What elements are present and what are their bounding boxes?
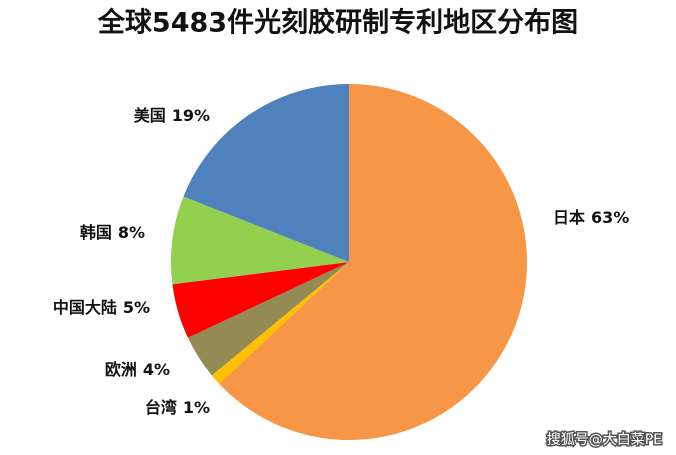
value-label: 4% — [143, 360, 170, 379]
value-label: 8% — [118, 223, 145, 242]
watermark: 搜狐号@大白菜PE — [547, 432, 662, 448]
value-label: 63% — [591, 208, 629, 227]
slice-label: 台湾 1% — [145, 398, 210, 417]
category-label: 台湾 — [145, 398, 177, 417]
value-label: 19% — [172, 106, 210, 125]
chart-title: 全球5483件光刻胶研制专利地区分布图 — [97, 7, 578, 39]
pie-slice — [211, 262, 349, 384]
category-label: 欧洲 — [105, 360, 137, 379]
slice-label: 日本 63% — [553, 208, 629, 227]
category-label: 美国 — [134, 106, 166, 125]
category-label: 韩国 — [80, 223, 112, 242]
category-label: 日本 — [553, 208, 585, 227]
slice-label: 韩国 8% — [80, 223, 145, 242]
pie-slice — [187, 262, 349, 376]
pie-slice — [172, 262, 349, 338]
pie-slice — [171, 196, 349, 285]
value-label: 1% — [183, 398, 210, 417]
pie-slice — [183, 84, 349, 262]
category-label: 中国大陆 — [53, 298, 117, 317]
value-label: 5% — [123, 298, 150, 317]
slice-label: 欧洲 4% — [105, 360, 170, 379]
pie-slice — [219, 84, 527, 441]
slice-label: 中国大陆 5% — [53, 298, 150, 317]
slice-label: 美国 19% — [134, 106, 210, 125]
